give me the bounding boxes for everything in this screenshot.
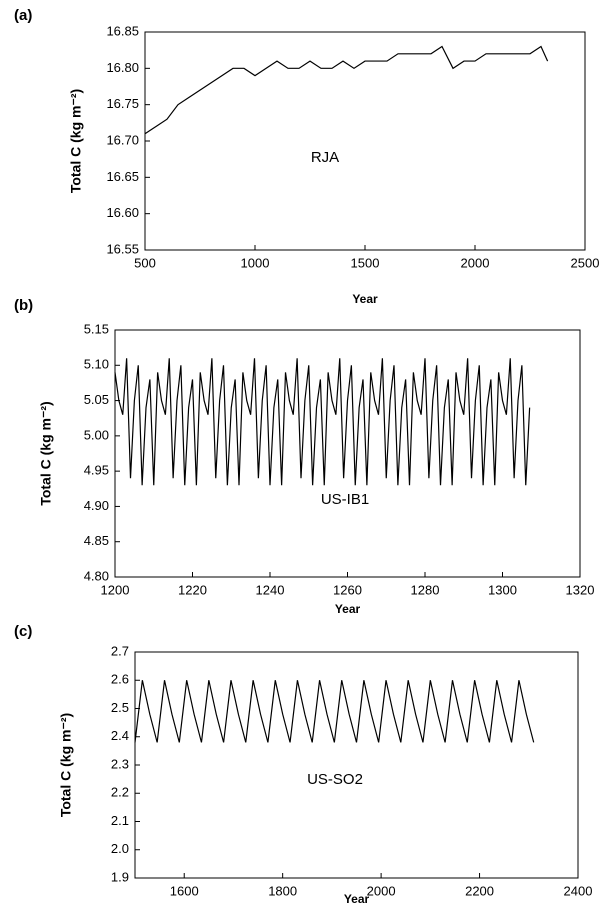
x-tick-label: 1800 [268,883,297,898]
y-tick-label: 16.75 [106,96,139,111]
x-tick-label: 2400 [564,883,593,898]
x-tick-label: 1240 [256,582,285,597]
x-tick-label: 1600 [170,883,199,898]
y-tick-label: 16.70 [106,132,139,147]
y-tick-label: 2.4 [111,728,129,743]
x-tick-label: 2000 [461,255,490,270]
x-tick-label: 1280 [411,582,440,597]
data-line [114,358,531,486]
y-tick-label: 16.80 [106,60,139,75]
annotation: US-SO2 [307,771,363,788]
y-tick-label: 2.1 [111,813,129,828]
y-tick-label: 2.6 [111,672,129,687]
x-tick-label: 1320 [566,582,595,597]
y-tick-label: 2.2 [111,785,129,800]
y-tick-label: 4.80 [84,568,109,583]
x-tick-label: 1000 [241,255,270,270]
x-tick-label: 500 [134,255,156,270]
data-line [134,680,535,743]
y-tick-label: 5.00 [84,427,109,442]
y-tick-label: 16.55 [106,241,139,256]
y-tick-label: 2.0 [111,841,129,856]
y-tick-label: 2.5 [111,700,129,715]
data-line [144,45,549,135]
panel-label: (c) [14,623,32,640]
x-tick-label: 1500 [351,255,380,270]
x-tick-label: 2000 [367,883,396,898]
y-tick-label: 1.9 [111,869,129,884]
plot-frame [144,31,586,251]
plot-frame [134,651,579,879]
x-tick-label: 1220 [178,582,207,597]
y-tick-label: 4.85 [84,533,109,548]
x-tick-label: 2200 [465,883,494,898]
y-axis-label: Total C (kg m⁻²) [58,713,74,817]
x-tick-label: 1200 [101,582,130,597]
y-tick-label: 16.65 [106,169,139,184]
y-axis-label: Total C (kg m⁻²) [68,89,84,193]
annotation: US-IB1 [321,491,369,508]
x-tick-label: 1300 [488,582,517,597]
y-tick-label: 5.05 [84,392,109,407]
y-tick-label: 2.3 [111,756,129,771]
panel-label: (b) [14,297,33,314]
x-tick-label: 1260 [333,582,362,597]
y-tick-label: 5.10 [84,357,109,372]
y-tick-label: 16.85 [106,23,139,38]
annotation: RJA [311,149,339,166]
y-axis-label: Total C (kg m⁻²) [38,401,54,505]
y-tick-label: 5.15 [84,321,109,336]
x-tick-label: 2500 [571,255,600,270]
y-tick-label: 4.90 [84,498,109,513]
x-axis-label: Year [352,292,378,306]
x-axis-label: Year [344,892,370,906]
y-tick-label: 4.95 [84,463,109,478]
panel-label: (a) [14,7,32,24]
x-axis-label: Year [335,602,361,616]
y-tick-label: 16.60 [106,205,139,220]
y-tick-label: 2.7 [111,643,129,658]
